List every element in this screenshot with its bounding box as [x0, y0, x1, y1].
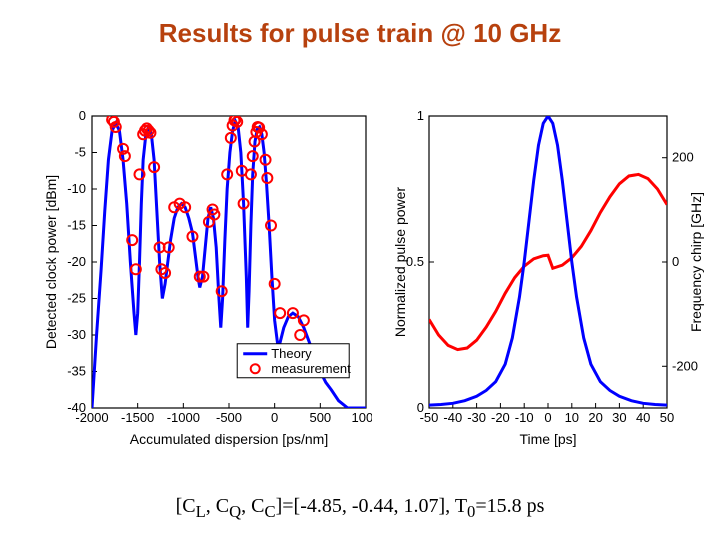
svg-text:1000: 1000: [352, 410, 372, 425]
svg-text:50: 50: [660, 410, 674, 425]
svg-text:0: 0: [271, 410, 278, 425]
svg-text:Normalized pulse power: Normalized pulse power: [393, 187, 408, 338]
right-chart: -50-40-30-20-100102030405000.51-2000200T…: [393, 110, 709, 450]
svg-text:measurement: measurement: [271, 361, 351, 376]
svg-text:-10: -10: [67, 181, 86, 196]
svg-text:0: 0: [79, 110, 86, 123]
svg-text:10: 10: [565, 410, 579, 425]
svg-text:-10: -10: [515, 410, 534, 425]
svg-text:20: 20: [588, 410, 602, 425]
left-chart: -2000-1500-1000-50005001000-40-35-30-25-…: [42, 110, 372, 450]
svg-text:0: 0: [672, 254, 679, 269]
slide-title: Results for pulse train @ 10 GHz: [0, 18, 720, 49]
svg-text:-40: -40: [67, 400, 86, 415]
svg-text:-35: -35: [67, 364, 86, 379]
svg-text:-200: -200: [672, 358, 698, 373]
svg-text:Detected clock power [dBm]: Detected clock power [dBm]: [43, 175, 59, 349]
svg-text:-20: -20: [67, 254, 86, 269]
svg-text:0.5: 0.5: [406, 254, 424, 269]
svg-text:0: 0: [544, 410, 551, 425]
svg-text:Frequency chirp [GHz]: Frequency chirp [GHz]: [688, 192, 704, 332]
svg-text:-40: -40: [443, 410, 462, 425]
svg-text:200: 200: [672, 150, 694, 165]
svg-text:-25: -25: [67, 291, 86, 306]
svg-text:-1500: -1500: [121, 410, 154, 425]
svg-text:-500: -500: [216, 410, 242, 425]
svg-text:40: 40: [636, 410, 650, 425]
svg-text:Accumulated dispersion [ps/nm]: Accumulated dispersion [ps/nm]: [130, 431, 328, 447]
svg-text:-30: -30: [467, 410, 486, 425]
caption: [CL, CQ, CC]=[-4.85, -0.44, 1.07], T0=15…: [0, 495, 720, 522]
svg-text:Theory: Theory: [271, 346, 312, 361]
svg-text:-30: -30: [67, 327, 86, 342]
svg-text:-1000: -1000: [167, 410, 200, 425]
svg-text:1: 1: [417, 110, 424, 123]
title-text: Results for pulse train @ 10 GHz: [159, 18, 561, 48]
svg-text:30: 30: [612, 410, 626, 425]
svg-text:-20: -20: [491, 410, 510, 425]
svg-text:Time [ps]: Time [ps]: [519, 431, 576, 447]
svg-text:500: 500: [309, 410, 331, 425]
svg-text:-15: -15: [67, 218, 86, 233]
svg-text:0: 0: [417, 400, 424, 415]
svg-text:-5: -5: [74, 145, 86, 160]
